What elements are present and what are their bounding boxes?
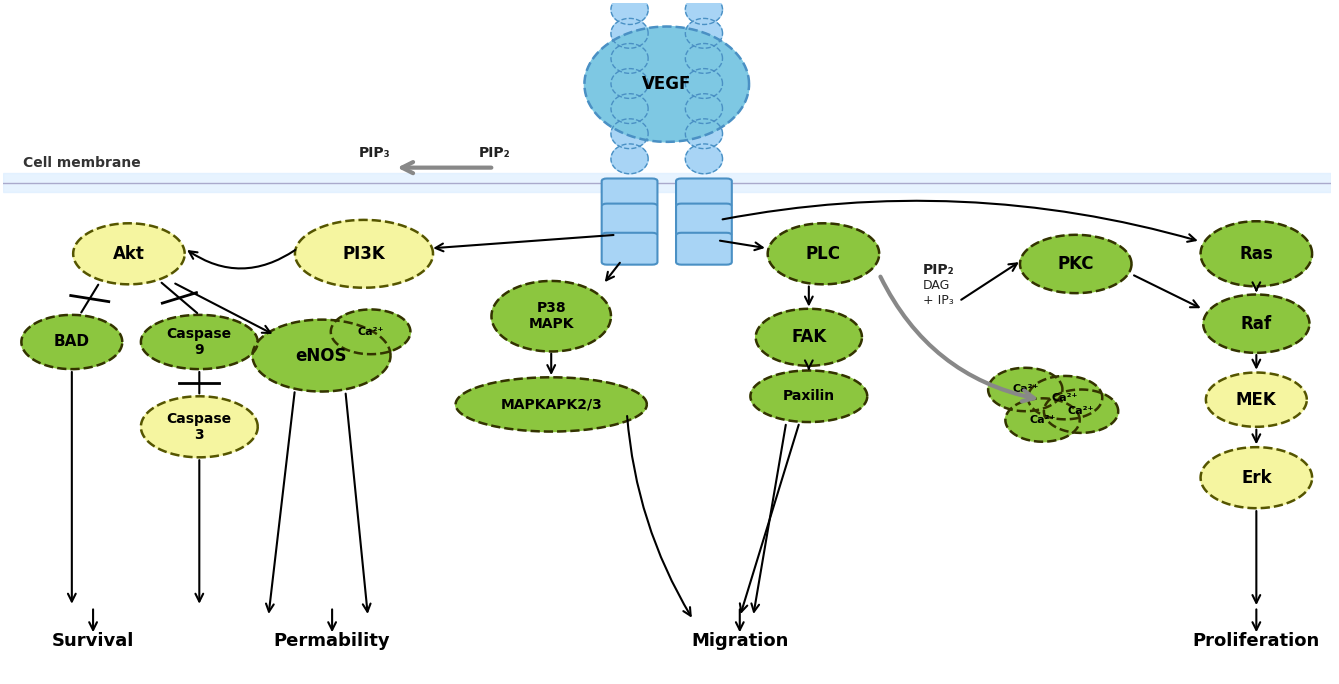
Ellipse shape <box>1201 221 1312 287</box>
Text: Cell membrane: Cell membrane <box>23 157 141 170</box>
Ellipse shape <box>141 315 257 369</box>
Text: PIP₂: PIP₂ <box>923 263 955 277</box>
Ellipse shape <box>611 0 648 25</box>
Text: MAPKAPK2/3: MAPKAPK2/3 <box>501 397 603 411</box>
Text: Migration: Migration <box>691 631 789 650</box>
Ellipse shape <box>611 18 648 49</box>
Text: Caspase
9: Caspase 9 <box>167 327 232 357</box>
Ellipse shape <box>611 94 648 124</box>
Ellipse shape <box>611 144 648 174</box>
Text: VEGF: VEGF <box>643 75 691 93</box>
FancyBboxPatch shape <box>601 179 657 207</box>
Ellipse shape <box>253 319 391 391</box>
Text: Ras: Ras <box>1240 245 1273 263</box>
Ellipse shape <box>331 309 411 354</box>
FancyBboxPatch shape <box>676 204 732 236</box>
Text: PIP₂: PIP₂ <box>478 146 510 161</box>
Text: Survival: Survival <box>52 631 134 650</box>
Ellipse shape <box>1201 447 1312 508</box>
Text: Ca²⁺: Ca²⁺ <box>1052 393 1078 403</box>
Ellipse shape <box>584 27 749 142</box>
Text: DAG
+ IP₃: DAG + IP₃ <box>923 279 953 307</box>
Ellipse shape <box>686 68 723 98</box>
Text: Ca²⁺: Ca²⁺ <box>358 327 384 337</box>
Text: Erk: Erk <box>1241 469 1272 487</box>
Text: FAK: FAK <box>791 328 826 346</box>
Text: Akt: Akt <box>112 245 145 263</box>
Ellipse shape <box>686 119 723 148</box>
Text: Proliferation: Proliferation <box>1193 631 1320 650</box>
Ellipse shape <box>686 144 723 174</box>
Ellipse shape <box>686 94 723 124</box>
Text: MEK: MEK <box>1236 391 1276 408</box>
FancyBboxPatch shape <box>676 179 732 207</box>
Text: Ca²⁺: Ca²⁺ <box>1012 384 1039 395</box>
Text: P38
MAPK: P38 MAPK <box>529 301 574 331</box>
Ellipse shape <box>74 223 185 285</box>
Text: eNOS: eNOS <box>296 347 347 365</box>
Ellipse shape <box>1020 235 1131 293</box>
Ellipse shape <box>1028 376 1102 419</box>
Ellipse shape <box>491 281 611 352</box>
Text: Permability: Permability <box>273 631 391 650</box>
Text: Raf: Raf <box>1241 315 1272 332</box>
Text: Ca²⁺: Ca²⁺ <box>1030 415 1055 425</box>
Text: PIP₃: PIP₃ <box>359 146 391 161</box>
Ellipse shape <box>455 378 647 432</box>
Ellipse shape <box>1206 373 1307 427</box>
FancyBboxPatch shape <box>601 204 657 236</box>
Ellipse shape <box>611 119 648 148</box>
Ellipse shape <box>686 18 723 49</box>
Ellipse shape <box>1006 398 1079 442</box>
Ellipse shape <box>611 44 648 73</box>
Ellipse shape <box>295 220 432 288</box>
Ellipse shape <box>686 44 723 73</box>
Text: PKC: PKC <box>1058 255 1094 273</box>
Text: Ca²⁺: Ca²⁺ <box>1069 406 1094 416</box>
Ellipse shape <box>988 368 1062 411</box>
FancyBboxPatch shape <box>676 233 732 265</box>
Bar <box>3 173 1331 192</box>
Text: Caspase
3: Caspase 3 <box>167 412 232 442</box>
Text: PLC: PLC <box>806 245 841 263</box>
Text: Paxilin: Paxilin <box>783 389 836 404</box>
Ellipse shape <box>611 68 648 98</box>
Ellipse shape <box>1204 295 1310 353</box>
Ellipse shape <box>141 396 257 458</box>
Ellipse shape <box>767 223 880 285</box>
Text: PI3K: PI3K <box>343 245 386 263</box>
Ellipse shape <box>1044 389 1118 433</box>
Ellipse shape <box>755 308 862 366</box>
Text: BAD: BAD <box>54 334 90 350</box>
Ellipse shape <box>686 0 723 25</box>
Ellipse shape <box>21 315 122 369</box>
FancyBboxPatch shape <box>601 233 657 265</box>
Ellipse shape <box>750 371 868 422</box>
